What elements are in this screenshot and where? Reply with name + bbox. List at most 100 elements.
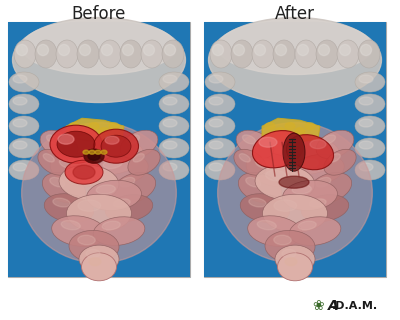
Ellipse shape (359, 75, 373, 83)
Ellipse shape (163, 75, 177, 83)
Ellipse shape (86, 249, 100, 258)
Ellipse shape (209, 119, 223, 127)
Ellipse shape (103, 159, 122, 169)
Ellipse shape (22, 123, 176, 263)
Ellipse shape (274, 200, 297, 211)
Ellipse shape (355, 72, 385, 92)
Ellipse shape (298, 221, 316, 230)
Ellipse shape (210, 40, 232, 68)
Ellipse shape (58, 134, 74, 144)
Ellipse shape (80, 44, 90, 56)
Ellipse shape (78, 235, 95, 245)
Ellipse shape (276, 44, 286, 56)
Ellipse shape (266, 140, 297, 153)
Ellipse shape (355, 160, 385, 180)
Ellipse shape (316, 177, 331, 187)
Ellipse shape (275, 245, 315, 273)
Ellipse shape (163, 141, 177, 149)
Polygon shape (66, 118, 124, 142)
Ellipse shape (240, 194, 290, 223)
Ellipse shape (89, 150, 95, 154)
Ellipse shape (73, 165, 95, 179)
Ellipse shape (89, 123, 99, 130)
Ellipse shape (56, 40, 78, 68)
Ellipse shape (52, 216, 106, 246)
Ellipse shape (262, 194, 328, 232)
Ellipse shape (359, 163, 373, 171)
Ellipse shape (358, 40, 380, 68)
Ellipse shape (159, 72, 189, 92)
Ellipse shape (38, 149, 70, 175)
Ellipse shape (298, 44, 308, 56)
Ellipse shape (295, 128, 305, 135)
Ellipse shape (88, 152, 100, 160)
FancyBboxPatch shape (204, 22, 386, 277)
Ellipse shape (95, 150, 101, 154)
Ellipse shape (316, 130, 354, 158)
Ellipse shape (9, 138, 39, 158)
Ellipse shape (265, 230, 315, 262)
Ellipse shape (242, 135, 256, 144)
Ellipse shape (122, 44, 134, 56)
Ellipse shape (102, 221, 120, 230)
Text: .D.A.M.: .D.A.M. (332, 301, 378, 311)
Ellipse shape (35, 40, 57, 68)
Ellipse shape (12, 18, 186, 102)
Ellipse shape (101, 135, 131, 157)
Ellipse shape (83, 150, 89, 154)
Ellipse shape (282, 180, 338, 211)
Ellipse shape (286, 135, 334, 170)
Ellipse shape (254, 44, 266, 56)
Ellipse shape (163, 119, 177, 127)
Ellipse shape (16, 44, 28, 56)
FancyBboxPatch shape (8, 22, 190, 277)
Ellipse shape (163, 163, 177, 171)
Ellipse shape (9, 72, 39, 92)
Ellipse shape (120, 40, 142, 68)
Ellipse shape (236, 130, 274, 158)
Ellipse shape (359, 119, 373, 127)
Ellipse shape (14, 40, 36, 68)
Ellipse shape (9, 116, 39, 136)
Ellipse shape (310, 199, 326, 207)
Ellipse shape (61, 220, 80, 230)
Ellipse shape (292, 185, 311, 194)
Ellipse shape (273, 40, 295, 68)
Ellipse shape (22, 20, 176, 75)
Ellipse shape (209, 141, 223, 149)
Ellipse shape (128, 149, 160, 175)
Ellipse shape (94, 154, 148, 185)
Bar (204, 22, 386, 277)
Ellipse shape (208, 18, 382, 102)
Ellipse shape (205, 160, 235, 180)
Ellipse shape (205, 72, 235, 92)
Ellipse shape (289, 217, 341, 245)
Ellipse shape (275, 128, 285, 135)
Ellipse shape (159, 160, 189, 180)
Ellipse shape (246, 153, 300, 187)
Ellipse shape (109, 123, 119, 130)
Ellipse shape (278, 253, 312, 281)
Ellipse shape (257, 220, 276, 230)
Ellipse shape (355, 94, 385, 114)
Ellipse shape (57, 131, 95, 157)
Ellipse shape (255, 158, 274, 169)
Ellipse shape (359, 97, 373, 105)
Ellipse shape (77, 40, 99, 68)
Ellipse shape (283, 133, 305, 171)
Bar (8, 22, 190, 277)
Ellipse shape (355, 116, 385, 136)
Ellipse shape (239, 154, 250, 162)
Ellipse shape (69, 230, 119, 262)
Ellipse shape (305, 123, 315, 130)
Ellipse shape (162, 40, 184, 68)
Ellipse shape (89, 258, 101, 266)
Ellipse shape (114, 199, 130, 207)
Ellipse shape (209, 163, 223, 171)
Ellipse shape (101, 150, 107, 154)
Ellipse shape (238, 172, 282, 203)
Ellipse shape (212, 44, 224, 56)
Ellipse shape (50, 125, 102, 163)
Text: After: After (275, 5, 315, 23)
Ellipse shape (308, 172, 352, 203)
